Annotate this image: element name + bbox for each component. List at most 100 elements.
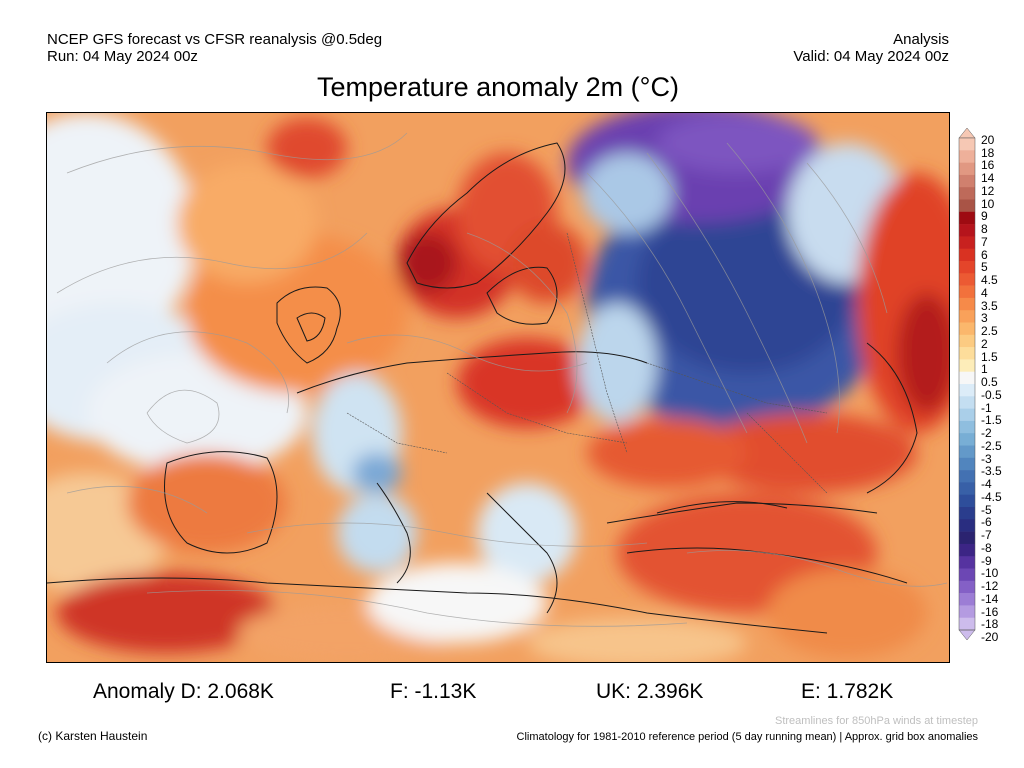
stat-e: E: 1.782K: [801, 680, 894, 703]
model-description: NCEP GFS forecast vs CFSR reanalysis @0.…: [47, 31, 383, 48]
analysis-label: Analysis: [893, 31, 949, 48]
colorbar-swatch: [959, 384, 975, 397]
streamlines-note: Streamlines for 850hPa winds at timestep: [775, 715, 978, 727]
colorbar-label: 8: [981, 222, 988, 237]
colorbar-swatch: [959, 519, 975, 532]
colorbar-label: 14: [981, 171, 995, 186]
colorbar-label: 18: [981, 145, 995, 160]
header-right: Analysis Valid: 04 May 2024 00z: [793, 31, 949, 65]
colorbar-swatch: [959, 420, 975, 434]
colorbar-label: 2: [981, 336, 988, 351]
colorbar-swatch: [959, 408, 975, 422]
colorbar-swatch: [959, 174, 975, 188]
colorbar-label: -1.5: [981, 413, 1002, 428]
colorbar-swatch: [959, 507, 975, 520]
map-title: Temperature anomaly 2m (°C): [317, 72, 679, 102]
colorbar-swatch: [959, 236, 975, 249]
colorbar-label: 12: [981, 183, 995, 198]
coastlines: [47, 142, 918, 634]
colorbar-label: -12: [981, 579, 999, 594]
anomaly-map: [46, 112, 950, 663]
stat-uk: UK: 2.396K: [596, 680, 704, 703]
colorbar-swatch: [959, 593, 975, 606]
colorbar-label: -4: [981, 477, 992, 492]
colorbar-swatch: [959, 224, 975, 237]
colorbar-label: -9: [981, 553, 992, 568]
colorbar-label: 3.5: [981, 298, 998, 313]
colorbar-swatch: [959, 347, 975, 360]
colorbar-swatch: [959, 150, 975, 163]
colorbar-swatch: [959, 261, 975, 274]
colorbar-label: 0.5: [981, 375, 998, 390]
colorbar-swatch: [959, 371, 975, 385]
colorbar-swatch: [959, 199, 975, 213]
colorbar-swatch: [959, 211, 975, 225]
colorbar-label: -6: [981, 515, 992, 530]
colorbar-label: -4.5: [981, 489, 1002, 504]
anomaly-field: [47, 113, 949, 662]
colorbar-swatch: [959, 617, 975, 631]
colorbar-swatch: [959, 531, 975, 545]
colorbar: [958, 128, 976, 640]
colorbar-swatch: [959, 285, 975, 299]
run-time: Run: 04 May 2024 00z: [47, 48, 198, 65]
colorbar-label: -0.5: [981, 387, 1002, 402]
valid-time: Valid: 04 May 2024 00z: [793, 48, 949, 65]
climatology-note: Climatology for 1981-2010 reference peri…: [516, 731, 978, 743]
country-borders: [346, 232, 828, 494]
colorbar-swatch: [959, 359, 975, 372]
colorbar-label: -7: [981, 528, 992, 543]
anomaly-stats: Anomaly D: 2.068K F: -1.13K UK: 2.396K E…: [0, 680, 1024, 706]
colorbar-swatch: [959, 310, 975, 323]
colorbar-swatch: [959, 334, 975, 348]
colorbar-label: 6: [981, 247, 988, 262]
colorbar-swatch: [959, 470, 975, 483]
colorbar-label: -1: [981, 400, 992, 415]
colorbar-bottom-arrow: [958, 629, 976, 640]
colorbar-label: -5: [981, 502, 992, 517]
colorbar-label: -18: [981, 617, 999, 632]
colorbar-swatch: [959, 138, 975, 151]
colorbar-label: -2: [981, 426, 992, 441]
colorbar-swatch: [959, 162, 975, 176]
colorbar-label: -20: [981, 630, 999, 644]
europe-anomaly-map-svg: [47, 113, 949, 662]
colorbar-label: -14: [981, 591, 999, 606]
colorbar-swatch: [959, 445, 975, 459]
colorbar-label: 7: [981, 234, 988, 249]
colorbar-swatch: [959, 457, 975, 471]
colorbar-swatch: [959, 556, 975, 569]
colorbar-swatch: [959, 273, 975, 286]
colorbar-swatch: [959, 568, 975, 582]
colorbar-swatch: [959, 433, 975, 446]
colorbar-label: -10: [981, 566, 999, 581]
colorbar-swatch: [959, 396, 975, 409]
colorbar-swatch: [959, 605, 975, 618]
colorbar-swatch: [959, 297, 975, 311]
colorbar-label: 10: [981, 196, 995, 211]
colorbar-label: 5: [981, 260, 988, 275]
header-left: NCEP GFS forecast vs CFSR reanalysis @0.…: [47, 31, 382, 65]
colorbar-swatch: [959, 322, 975, 336]
colorbar-swatch: [959, 248, 975, 262]
colorbar-label: 9: [981, 209, 988, 224]
colorbar-label: -3.5: [981, 464, 1002, 479]
colorbar-swatch: [959, 494, 975, 508]
colorbar-label: 4: [981, 285, 988, 300]
colorbar-top-arrow: [958, 128, 976, 139]
credit: (c) Karsten Haustein: [38, 729, 148, 743]
streamlines: [56, 132, 948, 627]
colorbar-label: -16: [981, 604, 999, 619]
colorbar-label: -3: [981, 451, 992, 466]
colorbar-swatch: [959, 543, 975, 557]
colorbar-swatch: [959, 482, 975, 495]
colorbar-label: 2.5: [981, 324, 998, 339]
colorbar-swatch: [959, 580, 975, 594]
stat-d: Anomaly D: 2.068K: [93, 680, 274, 703]
colorbar-label: -8: [981, 540, 992, 555]
colorbar-label: 1.5: [981, 349, 998, 364]
colorbar-swatch: [959, 187, 975, 200]
colorbar-label: -2.5: [981, 438, 1002, 453]
stat-f: F: -1.13K: [390, 680, 477, 703]
colorbar-label: 4.5: [981, 273, 998, 288]
